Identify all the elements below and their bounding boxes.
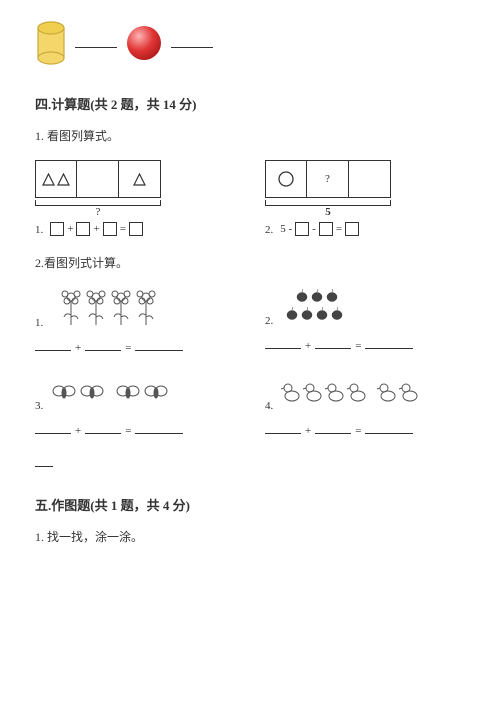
triangle-icon	[133, 173, 146, 186]
answer-blank[interactable]	[265, 422, 301, 434]
qmark: ?	[35, 206, 161, 218]
q2-row1: 1. + = 2.	[35, 287, 465, 354]
op-plus: +	[75, 425, 81, 437]
op-eq: =	[355, 340, 361, 352]
item-num: 2.	[265, 315, 273, 327]
triangle-icon	[57, 173, 70, 186]
op-plus: +	[67, 223, 73, 235]
item-num: 3.	[35, 400, 43, 412]
q2-item4: 4. + =	[265, 372, 465, 437]
op-plus: +	[75, 342, 81, 354]
lead-5minus: 5 -	[280, 223, 292, 235]
op-eq: =	[336, 223, 342, 235]
answer-blank[interactable]	[365, 337, 413, 349]
butterflies-icon	[51, 376, 171, 408]
section5-title: 五.作图题(共 1 题，共 4 分)	[35, 495, 465, 514]
q1-figures-row: ? 1. + + = ? 5 2. 5 - -	[35, 160, 465, 236]
q1-problem1: ? 1. + + =	[35, 160, 235, 236]
answer-blank[interactable]	[135, 422, 183, 434]
op-minus: -	[312, 223, 316, 235]
top-shape-row	[35, 20, 465, 66]
apples-icon	[281, 287, 371, 327]
op-plus: +	[93, 223, 99, 235]
item-num: 4.	[265, 400, 273, 412]
answer-blank[interactable]	[315, 337, 351, 349]
flowers-icon	[51, 287, 161, 329]
p2-num: 2.	[265, 224, 273, 236]
q1-problem2: ? 5 2. 5 - - =	[265, 160, 465, 236]
answer-blank[interactable]	[265, 337, 301, 349]
circle-icon	[277, 170, 295, 188]
op-eq: =	[125, 425, 131, 437]
q2-item2: 2. + =	[265, 287, 465, 354]
op-eq: =	[120, 223, 126, 235]
op-eq: =	[125, 342, 131, 354]
answer-box[interactable]	[76, 222, 90, 236]
qmark-box: ?	[307, 160, 349, 198]
q1-label: 1. 看图列算式。	[35, 127, 465, 144]
op-plus: +	[305, 340, 311, 352]
cylinder-icon	[35, 20, 67, 66]
q2-item1: 1. + =	[35, 287, 235, 354]
stray-blank[interactable]	[35, 455, 53, 467]
answer-blank[interactable]	[85, 422, 121, 434]
answer-blank[interactable]	[135, 339, 183, 351]
section4-title: 四.计算题(共 2 题，共 14 分)	[35, 94, 465, 113]
blank-after-sphere	[171, 38, 213, 48]
blank-after-cylinder	[75, 38, 117, 48]
answer-box[interactable]	[295, 222, 309, 236]
answer-box[interactable]	[319, 222, 333, 236]
total-5: 5	[265, 206, 391, 218]
op-eq: =	[355, 425, 361, 437]
ducks-icon	[281, 377, 421, 407]
answer-box[interactable]	[345, 222, 359, 236]
section5-q1: 1. 找一找，涂一涂。	[35, 528, 465, 545]
answer-blank[interactable]	[85, 339, 121, 351]
op-plus: +	[305, 425, 311, 437]
q2-label: 2.看图列式计算。	[35, 254, 465, 271]
answer-box[interactable]	[103, 222, 117, 236]
answer-box[interactable]	[50, 222, 64, 236]
item-num: 1.	[35, 317, 43, 329]
sphere-icon	[125, 24, 163, 62]
triangle-icon	[42, 173, 55, 186]
answer-blank[interactable]	[365, 422, 413, 434]
answer-blank[interactable]	[35, 339, 71, 351]
answer-box[interactable]	[129, 222, 143, 236]
q2-row2: 3. + = 4.	[35, 372, 465, 437]
q2-item3: 3. + =	[35, 372, 235, 437]
answer-blank[interactable]	[35, 422, 71, 434]
answer-blank[interactable]	[315, 422, 351, 434]
p1-num: 1.	[35, 224, 43, 236]
